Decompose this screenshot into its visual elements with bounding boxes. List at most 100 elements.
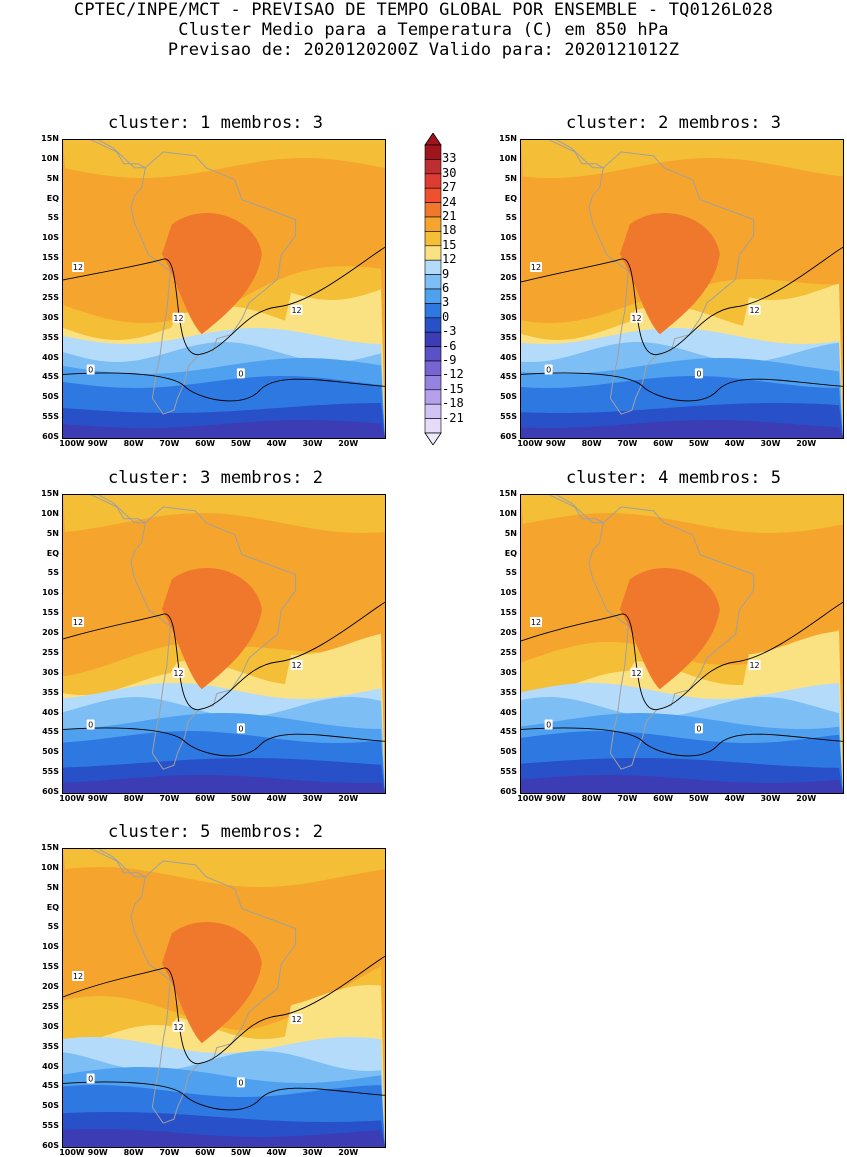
lat-label: 50S [42,392,59,402]
svg-text:0: 0 [238,724,243,733]
colorbar-top-arrow [424,132,442,146]
panel-title: cluster: 5 membros: 2 [108,822,323,842]
colorbar-swatch [424,202,442,218]
lon-label: 100W [59,1148,85,1157]
lat-label: 5N [46,173,59,183]
colorbar-swatch [424,375,442,391]
band-top [521,495,843,534]
colorbar-swatch [424,274,442,290]
panel-title: cluster: 4 membros: 5 [566,468,781,488]
lon-label: 70W [159,1148,180,1157]
lon-label: 100W [59,794,85,803]
colorbar-label: 0 [442,309,450,324]
temperature-band [63,420,385,438]
lat-label: 15N [41,843,59,852]
lat-label: 60S [42,787,59,796]
lat-label: 5S [505,213,517,223]
contour-label: 0 [694,723,703,734]
contour-12 [63,246,385,356]
map-canvas: 12 12 12 0 0 [63,849,385,1147]
lon-label: 90W [87,794,108,803]
colorbar-swatch [424,231,442,247]
lat-label: 35S [500,687,517,697]
svg-text:12: 12 [749,306,759,315]
lat-label: 15S [500,608,517,618]
colorbar-swatch [424,216,442,232]
contour-label: 0 [236,1077,245,1088]
warm-core [161,568,262,690]
contour-0 [521,727,843,757]
colorbar-label: -18 [442,396,464,411]
lon-label: 40W [724,794,745,803]
lon-label: 20W [338,439,359,448]
coastline [89,495,148,524]
svg-text:12: 12 [631,669,641,678]
lat-label: 55S [500,767,517,777]
svg-text:12: 12 [531,618,541,627]
map-canvas: 12 12 12 0 0 [63,140,385,438]
lon-label: 100W [59,439,85,448]
lat-label: 5N [46,882,59,892]
colorbar-swatch [424,331,442,347]
coastline [547,495,606,524]
lon-label: 90W [545,439,566,448]
svg-text:0: 0 [238,369,243,378]
colorbar-label: -15 [442,381,464,396]
lat-label: 50S [42,747,59,757]
lon-label: 30W [760,439,781,448]
lat-label: 60S [42,1141,59,1150]
lat-label: EQ [504,193,517,203]
lon-label: 50W [230,439,251,448]
lat-label: 25S [500,647,517,657]
lat-label: 60S [500,787,517,796]
temperature-band [63,1129,385,1147]
lat-label: 40S [42,707,59,717]
contour-label: 0 [236,368,245,379]
lat-label: 35S [42,687,59,697]
lat-label: 35S [42,332,59,342]
lon-label: 70W [617,794,638,803]
colorbar-label: 18 [442,223,457,238]
lon-label: 30W [302,794,323,803]
band-top [521,140,843,178]
contour-label: 0 [236,723,245,734]
contour-label: 0 [86,719,95,730]
warm-core [161,213,262,335]
lat-label: 5S [47,213,59,223]
contour-12 [63,955,385,1065]
lat-label: 60S [500,432,517,441]
temperature-map: 12 12 12 0 0 [520,494,844,794]
colorbar-label: 30 [442,165,457,180]
lat-label: 10N [499,153,517,163]
contour-label: 12 [748,304,761,315]
colorbar-swatch [424,317,442,333]
colorbar-swatch [424,360,442,376]
temperature-map: 12 12 12 0 0 [62,494,386,794]
colorbar-swatch [424,187,442,203]
contour-label: 0 [86,364,95,375]
colorbar-label: 15 [442,237,457,252]
lon-label: 80W [123,1148,144,1157]
contour-12 [521,246,843,356]
lon-label: 40W [266,1148,287,1157]
lat-label: EQ [46,548,59,558]
svg-text:12: 12 [173,1023,183,1032]
lat-label: 60S [42,432,59,441]
lon-label: 80W [123,439,144,448]
lat-label: 5N [46,528,59,538]
lat-label: 10S [42,588,59,598]
temperature-map: 12 12 12 0 0 [520,139,844,439]
lat-label: 30S [42,312,59,322]
lat-label: 10N [41,862,59,872]
lat-label: 40S [500,707,517,717]
colorbar-label: 27 [442,180,457,195]
panel-title: cluster: 3 membros: 2 [108,468,323,488]
panel-title: cluster: 2 membros: 3 [566,113,781,133]
contour-label: 12 [72,971,84,981]
contour-label: 0 [86,1073,95,1084]
lat-label: 50S [42,1101,59,1111]
map-canvas: 12 12 12 0 0 [521,140,843,438]
contour-label: 0 [694,368,703,379]
lon-label: 60W [195,1148,216,1157]
lat-label: 20S [500,628,517,638]
